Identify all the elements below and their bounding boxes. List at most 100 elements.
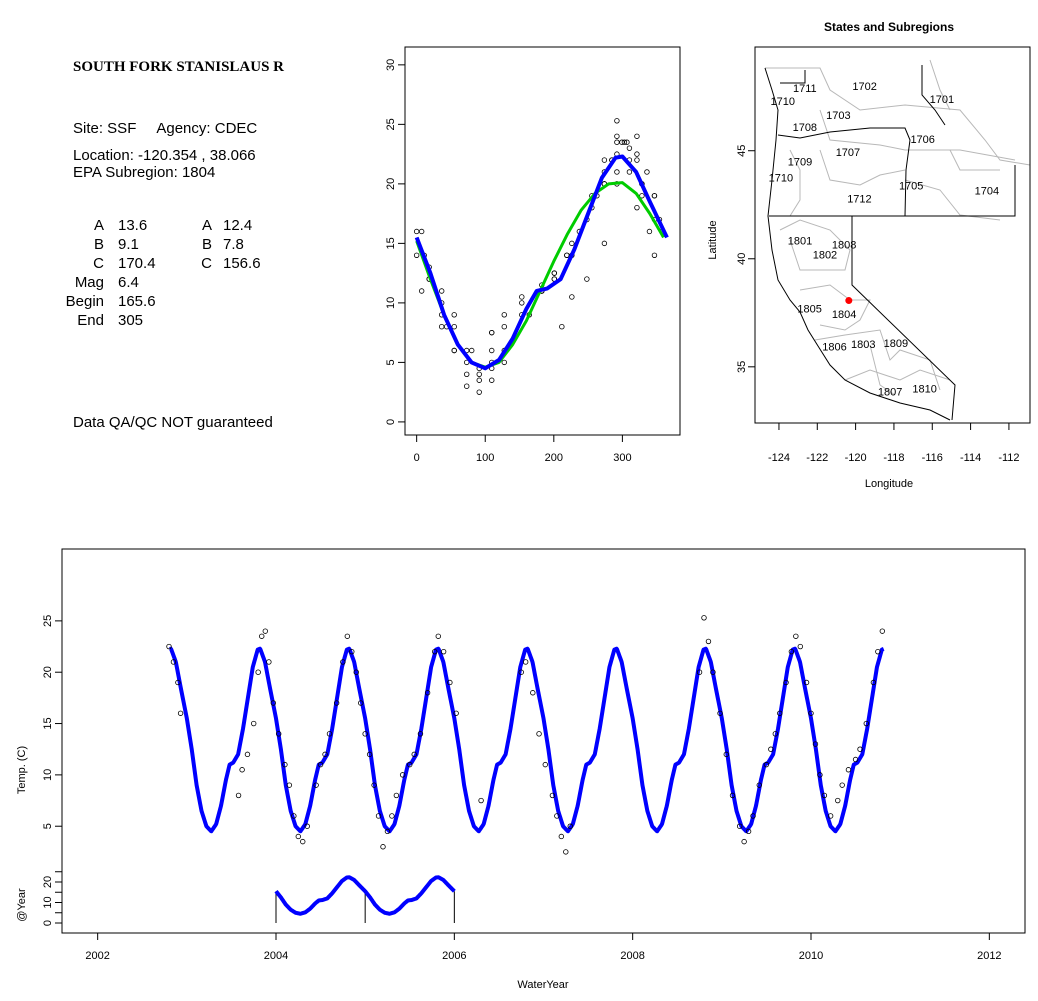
x-tick-label: -116 xyxy=(922,452,943,464)
observation-point xyxy=(413,252,420,258)
region-label: 1712 xyxy=(847,193,871,205)
observation-point xyxy=(407,761,413,768)
observation-point xyxy=(827,813,834,819)
observation-point xyxy=(634,151,640,157)
observation-point xyxy=(863,720,869,727)
observation-point xyxy=(262,628,268,634)
observation-point xyxy=(614,169,620,175)
observation-point xyxy=(469,347,475,354)
observation-point xyxy=(558,833,565,840)
observation-point xyxy=(175,679,181,686)
observation-point xyxy=(812,741,819,747)
observation-point xyxy=(559,323,565,330)
observation-point xyxy=(438,288,445,294)
observation-point xyxy=(300,838,306,845)
info-panel: SOUTH FORK STANISLAUS R Site: SSF Agency… xyxy=(66,59,285,431)
observation-point xyxy=(750,813,756,819)
observation-point xyxy=(435,633,441,639)
observation-point xyxy=(438,323,445,330)
observation-point xyxy=(554,813,560,819)
observation-point xyxy=(696,669,703,675)
observation-point xyxy=(371,782,377,788)
observation-point xyxy=(464,371,470,378)
observation-point xyxy=(601,157,608,163)
y-axis-label: Temp. (C) xyxy=(16,746,28,794)
region-label: 1710 xyxy=(769,173,793,185)
observation-point xyxy=(646,228,653,235)
fit-parameters: A 13.6 B 9.1 C 170.4 Mag 6.4 Begin 165.6 End 305 A 12… xyxy=(66,217,261,329)
observation-point xyxy=(389,813,395,819)
plot-frame xyxy=(404,46,681,436)
observation-point xyxy=(729,792,736,799)
param-label: Mag xyxy=(75,274,104,291)
observation-point xyxy=(624,139,630,145)
x-tick-label: 2010 xyxy=(799,950,823,962)
observation-point xyxy=(536,731,542,737)
x-tick-label: 2012 xyxy=(977,950,1001,962)
observation-point xyxy=(270,700,277,706)
plot-frame xyxy=(61,548,1026,934)
observation-point xyxy=(451,312,457,318)
observation-point xyxy=(476,389,482,395)
observation-point xyxy=(349,648,355,655)
observation-point xyxy=(413,228,420,235)
param-label: B xyxy=(202,236,212,253)
param-value: 170.4 xyxy=(118,255,156,272)
observation-point xyxy=(621,139,628,145)
day-of-year-plot: 0 100 200 300 0 5 10 15 20 25 30 xyxy=(385,46,681,464)
state-boundaries xyxy=(764,65,1016,421)
param-label: A xyxy=(202,217,212,234)
observation-point xyxy=(857,746,863,752)
param-label: Begin xyxy=(66,293,104,310)
observation-point xyxy=(286,782,293,788)
qa-warning: Data QA/QC NOT guaranteed xyxy=(73,414,273,431)
region-label: 1710 xyxy=(771,96,795,108)
x-tick-label: 200 xyxy=(545,452,563,464)
observation-point xyxy=(399,772,406,778)
observation-point xyxy=(835,797,841,804)
observation-point xyxy=(453,710,459,716)
observation-point xyxy=(244,751,251,758)
observation-point xyxy=(375,813,382,819)
observation-point xyxy=(584,276,590,282)
observation-point xyxy=(783,679,789,686)
observation-point xyxy=(614,139,620,145)
param-value: 9.1 xyxy=(118,236,139,253)
region-label: 1802 xyxy=(813,249,837,261)
observation-point xyxy=(464,383,470,389)
y-tick-label: 20 xyxy=(385,178,397,190)
observation-point xyxy=(821,792,828,799)
observation-point xyxy=(451,347,457,354)
observation-point xyxy=(717,710,723,716)
y-tick-label: 5 xyxy=(385,359,397,365)
observation-point xyxy=(634,133,640,139)
param-label: C xyxy=(201,255,212,272)
observation-point xyxy=(745,828,752,835)
observation-point xyxy=(723,751,729,758)
x-tick-label: -118 xyxy=(883,452,904,464)
observation-point xyxy=(501,312,507,318)
epa-subregion: EPA Subregion: 1804 xyxy=(73,164,215,181)
observation-point xyxy=(768,746,774,752)
site-agency: Site: SSF Agency: CDEC xyxy=(73,120,257,137)
x-tick-label: 2006 xyxy=(442,950,466,962)
observation-point xyxy=(291,813,297,819)
region-label: 1711 xyxy=(793,83,817,95)
region-label: 1810 xyxy=(912,383,936,395)
observation-point xyxy=(344,633,351,639)
region-label: 1702 xyxy=(852,81,876,93)
observation-point xyxy=(569,294,575,300)
region-label: 1701 xyxy=(930,94,954,106)
observation-point xyxy=(845,767,852,773)
y-tick-label: 30 xyxy=(385,59,397,71)
observation-point xyxy=(651,252,658,258)
y-tick-label: 10 xyxy=(385,297,397,309)
param-value: 12.4 xyxy=(223,217,252,234)
observation-point xyxy=(358,700,364,706)
observation-point xyxy=(353,669,359,675)
x-tick-label: -112 xyxy=(998,452,1019,464)
observation-point xyxy=(295,833,301,840)
y-tick-label: 0 xyxy=(385,419,397,425)
region-label: 1704 xyxy=(975,186,999,198)
